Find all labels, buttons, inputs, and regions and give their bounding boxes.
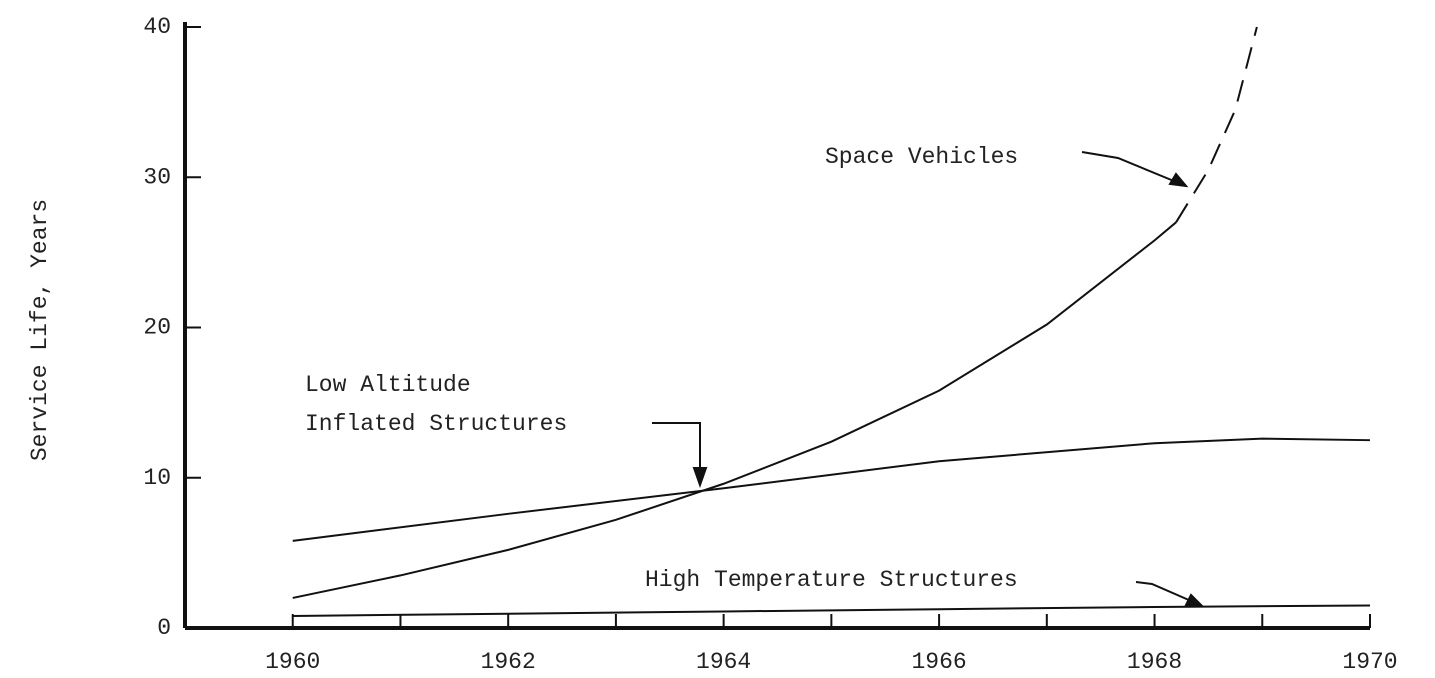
annotation: Space Vehicles	[825, 144, 1018, 170]
annotation-arrows	[652, 151, 1205, 608]
arrowhead	[692, 467, 708, 489]
x-tick-label: 1962	[481, 649, 536, 675]
arrow	[1081, 151, 1187, 187]
annotation: Low Altitude	[305, 372, 471, 398]
y-axis-label: Service Life, Years	[27, 199, 53, 461]
series-line	[292, 604, 1371, 617]
arrowhead	[1168, 172, 1189, 188]
arrow	[652, 422, 701, 480]
x-tick-label: 1960	[265, 649, 320, 675]
series-line	[292, 437, 1371, 542]
y-tick-label: 20	[143, 315, 171, 341]
x-tick-label: 1964	[696, 649, 751, 675]
y-tick-label: 10	[143, 465, 171, 491]
x-tick-label: 1970	[1342, 649, 1397, 675]
x-tick-label: 1968	[1127, 649, 1182, 675]
annotation: Inflated Structures	[305, 411, 567, 437]
series-line	[1175, 26, 1258, 223]
arrowhead	[1184, 593, 1205, 608]
y-tick-label: 0	[157, 615, 171, 641]
arrow	[1135, 581, 1199, 605]
series-line	[292, 221, 1177, 599]
x-tick-label: 1966	[911, 649, 966, 675]
annotation: High Temperature Structures	[645, 567, 1018, 593]
y-tick-label: 30	[143, 164, 171, 190]
y-tick-label: 40	[143, 14, 171, 40]
